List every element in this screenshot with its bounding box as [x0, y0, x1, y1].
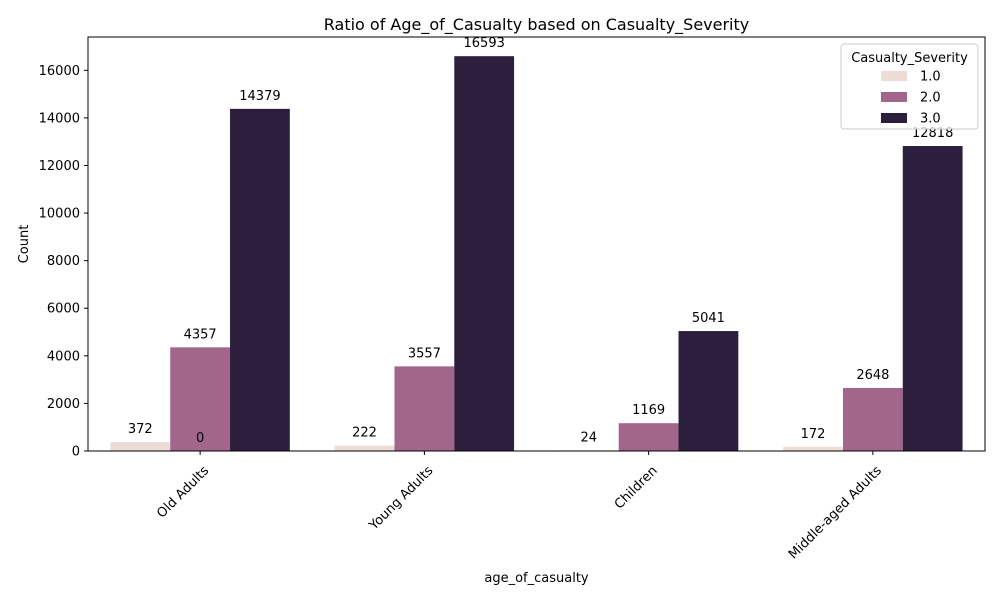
legend: Casualty_Severity 1.0 2.0 3.0: [840, 43, 979, 130]
legend-label: 1.0: [920, 70, 941, 85]
bar-value-label: 372: [128, 422, 153, 437]
bar-3.0-old-adults: [230, 108, 290, 451]
bar-2.0-children: [618, 423, 679, 451]
x-tick-label: Old Adults: [154, 463, 212, 521]
bar-1.0-young-adults: [334, 445, 395, 451]
y-tick-label: 12000: [39, 159, 80, 174]
bar-1.0-middle-aged-adults: [783, 446, 843, 451]
bar-value-label: 1169: [632, 403, 665, 418]
bar-value-label: 16593: [464, 36, 505, 51]
legend-swatch: [881, 92, 907, 102]
x-tick-label: Middle-aged Adults: [786, 463, 885, 562]
x-axis-label: age_of_casualty: [484, 571, 589, 586]
y-tick-label: 14000: [39, 111, 80, 126]
bar-value-label: 172: [801, 427, 826, 442]
legend-label: 2.0: [920, 91, 941, 106]
bar-value-label: 222: [352, 426, 377, 441]
y-tick-label: 2000: [47, 397, 80, 412]
bar-value-label: 2648: [856, 368, 889, 383]
bar-2.0-middle-aged-adults: [842, 388, 903, 451]
bar-value-label: 14379: [239, 89, 280, 104]
legend-label: 3.0: [920, 112, 941, 127]
y-tick-label: 8000: [47, 254, 80, 269]
y-axis-label: Count: [17, 225, 32, 264]
y-tick-label: 4000: [47, 349, 80, 364]
y-tick-label: 0: [72, 445, 80, 460]
bar-3.0-young-adults: [454, 56, 515, 451]
legend-swatch: [881, 71, 907, 81]
bar-value-label: 5041: [692, 311, 725, 326]
bar-2.0-old-adults: [170, 347, 231, 451]
bar-3.0-middle-aged-adults: [902, 146, 963, 451]
bar-value-label: 0: [196, 431, 204, 446]
bar-3.0-children: [678, 331, 739, 451]
bar-value-label: 4357: [184, 327, 217, 342]
x-tick-label: Young Adults: [366, 463, 437, 534]
y-tick-label: 10000: [39, 207, 80, 222]
legend-box: [840, 43, 979, 130]
y-tick-label: 6000: [47, 302, 80, 317]
bar-2.0-young-adults: [394, 366, 455, 451]
chart-title: Ratio of Age_of_Casualty based on Casual…: [324, 15, 750, 35]
legend-title: Casualty_Severity: [851, 51, 968, 66]
plot-frame: [87, 36, 986, 452]
bar-value-label: 3557: [408, 346, 441, 361]
y-tick-label: 16000: [39, 64, 80, 79]
legend-swatch: [881, 113, 907, 123]
plot-area: 372 222 24 172 4357 3557 1169 2648 14379 16593 504…: [39, 36, 986, 562]
x-tick-label: Children: [612, 463, 661, 512]
bar-value-label: 24: [581, 430, 598, 445]
bar-value-label: 12818: [912, 126, 953, 141]
bar-1.0-old-adults: [110, 442, 171, 451]
